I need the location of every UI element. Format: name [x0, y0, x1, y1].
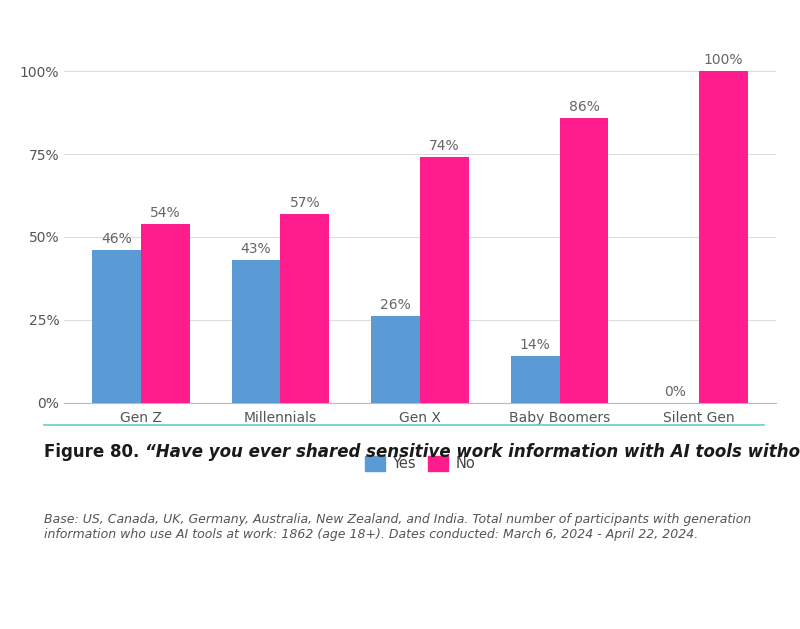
Text: 0%: 0%: [664, 384, 686, 399]
Text: 43%: 43%: [241, 242, 271, 256]
Text: “Have you ever shared sensitive work information with AI tools without your empl: “Have you ever shared sensitive work inf…: [145, 443, 800, 462]
Text: 26%: 26%: [380, 298, 411, 313]
Text: 100%: 100%: [704, 53, 743, 67]
Text: Base: US, Canada, UK, Germany, Australia, New Zealand, and India. Total number o: Base: US, Canada, UK, Germany, Australia…: [44, 513, 751, 541]
Text: 14%: 14%: [520, 338, 550, 352]
Text: 57%: 57%: [290, 196, 320, 209]
Legend: Yes, No: Yes, No: [359, 450, 481, 477]
Bar: [699, 71, 748, 403]
Text: 46%: 46%: [101, 232, 132, 246]
Bar: [141, 224, 190, 403]
Text: 74%: 74%: [429, 140, 460, 153]
Bar: [560, 118, 609, 403]
Bar: [280, 214, 330, 403]
Text: 54%: 54%: [150, 206, 181, 220]
Bar: [92, 250, 141, 403]
Bar: [420, 157, 469, 403]
Bar: [231, 260, 280, 403]
Bar: [371, 316, 420, 403]
Text: 86%: 86%: [569, 99, 599, 114]
Text: Figure 80.: Figure 80.: [44, 443, 145, 462]
Bar: [510, 356, 560, 403]
